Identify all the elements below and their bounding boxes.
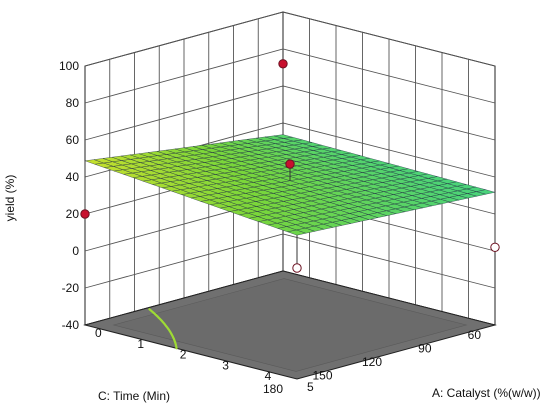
- design-points: [80, 59, 500, 273]
- z-tick-label: 80: [66, 96, 80, 110]
- x-tick-label: 1: [137, 337, 144, 351]
- wall-gridline: [84, 48, 496, 104]
- response-surface: [84, 134, 496, 236]
- wall-gridline: [84, 85, 496, 141]
- y-tick-label: 90: [418, 342, 432, 356]
- y-axis-label: C: Time (Min): [98, 389, 170, 403]
- wall-gridline: [84, 11, 496, 67]
- design-point-3: [292, 263, 302, 273]
- design-point-1: [278, 59, 288, 69]
- z-tick-label: -40: [62, 318, 80, 332]
- x-tick-label: 5: [307, 380, 314, 394]
- design-point-4: [490, 242, 500, 253]
- y-tick-label: 120: [362, 355, 382, 369]
- design-point-0: [80, 209, 90, 219]
- wall-gridline: [84, 233, 496, 289]
- x-tick-label: 2: [180, 348, 187, 362]
- chart-floor: [83, 270, 497, 380]
- x-tick-label: 3: [222, 358, 229, 372]
- z-tick-label: 100: [59, 59, 79, 73]
- x-tick-label: 0: [95, 326, 102, 340]
- x-tick-label: 4: [265, 369, 272, 383]
- z-axis-label: yield (%): [3, 175, 17, 222]
- tick-labels: 100 80 60 40 20 0 -20 -40 0 1 2 3 4 5 60 90 120 150 180: [59, 59, 481, 396]
- x-axis-label: A: Catalyst (%(w/w)): [432, 386, 541, 400]
- y-tick-label: 60: [468, 328, 482, 342]
- y-tick-label: 150: [312, 369, 332, 383]
- y-tick-label: 180: [263, 382, 283, 396]
- z-tick-label: 0: [72, 244, 79, 258]
- z-tick-label: 20: [66, 207, 80, 221]
- contour-line: [148, 308, 178, 350]
- z-tick-label: 40: [66, 170, 80, 184]
- contour-floor-inner: [112, 278, 468, 372]
- z-tick-label: -20: [62, 281, 80, 295]
- z-tick-label: 60: [66, 133, 80, 147]
- surface-cell: [273, 134, 293, 139]
- design-point-2: [285, 159, 295, 169]
